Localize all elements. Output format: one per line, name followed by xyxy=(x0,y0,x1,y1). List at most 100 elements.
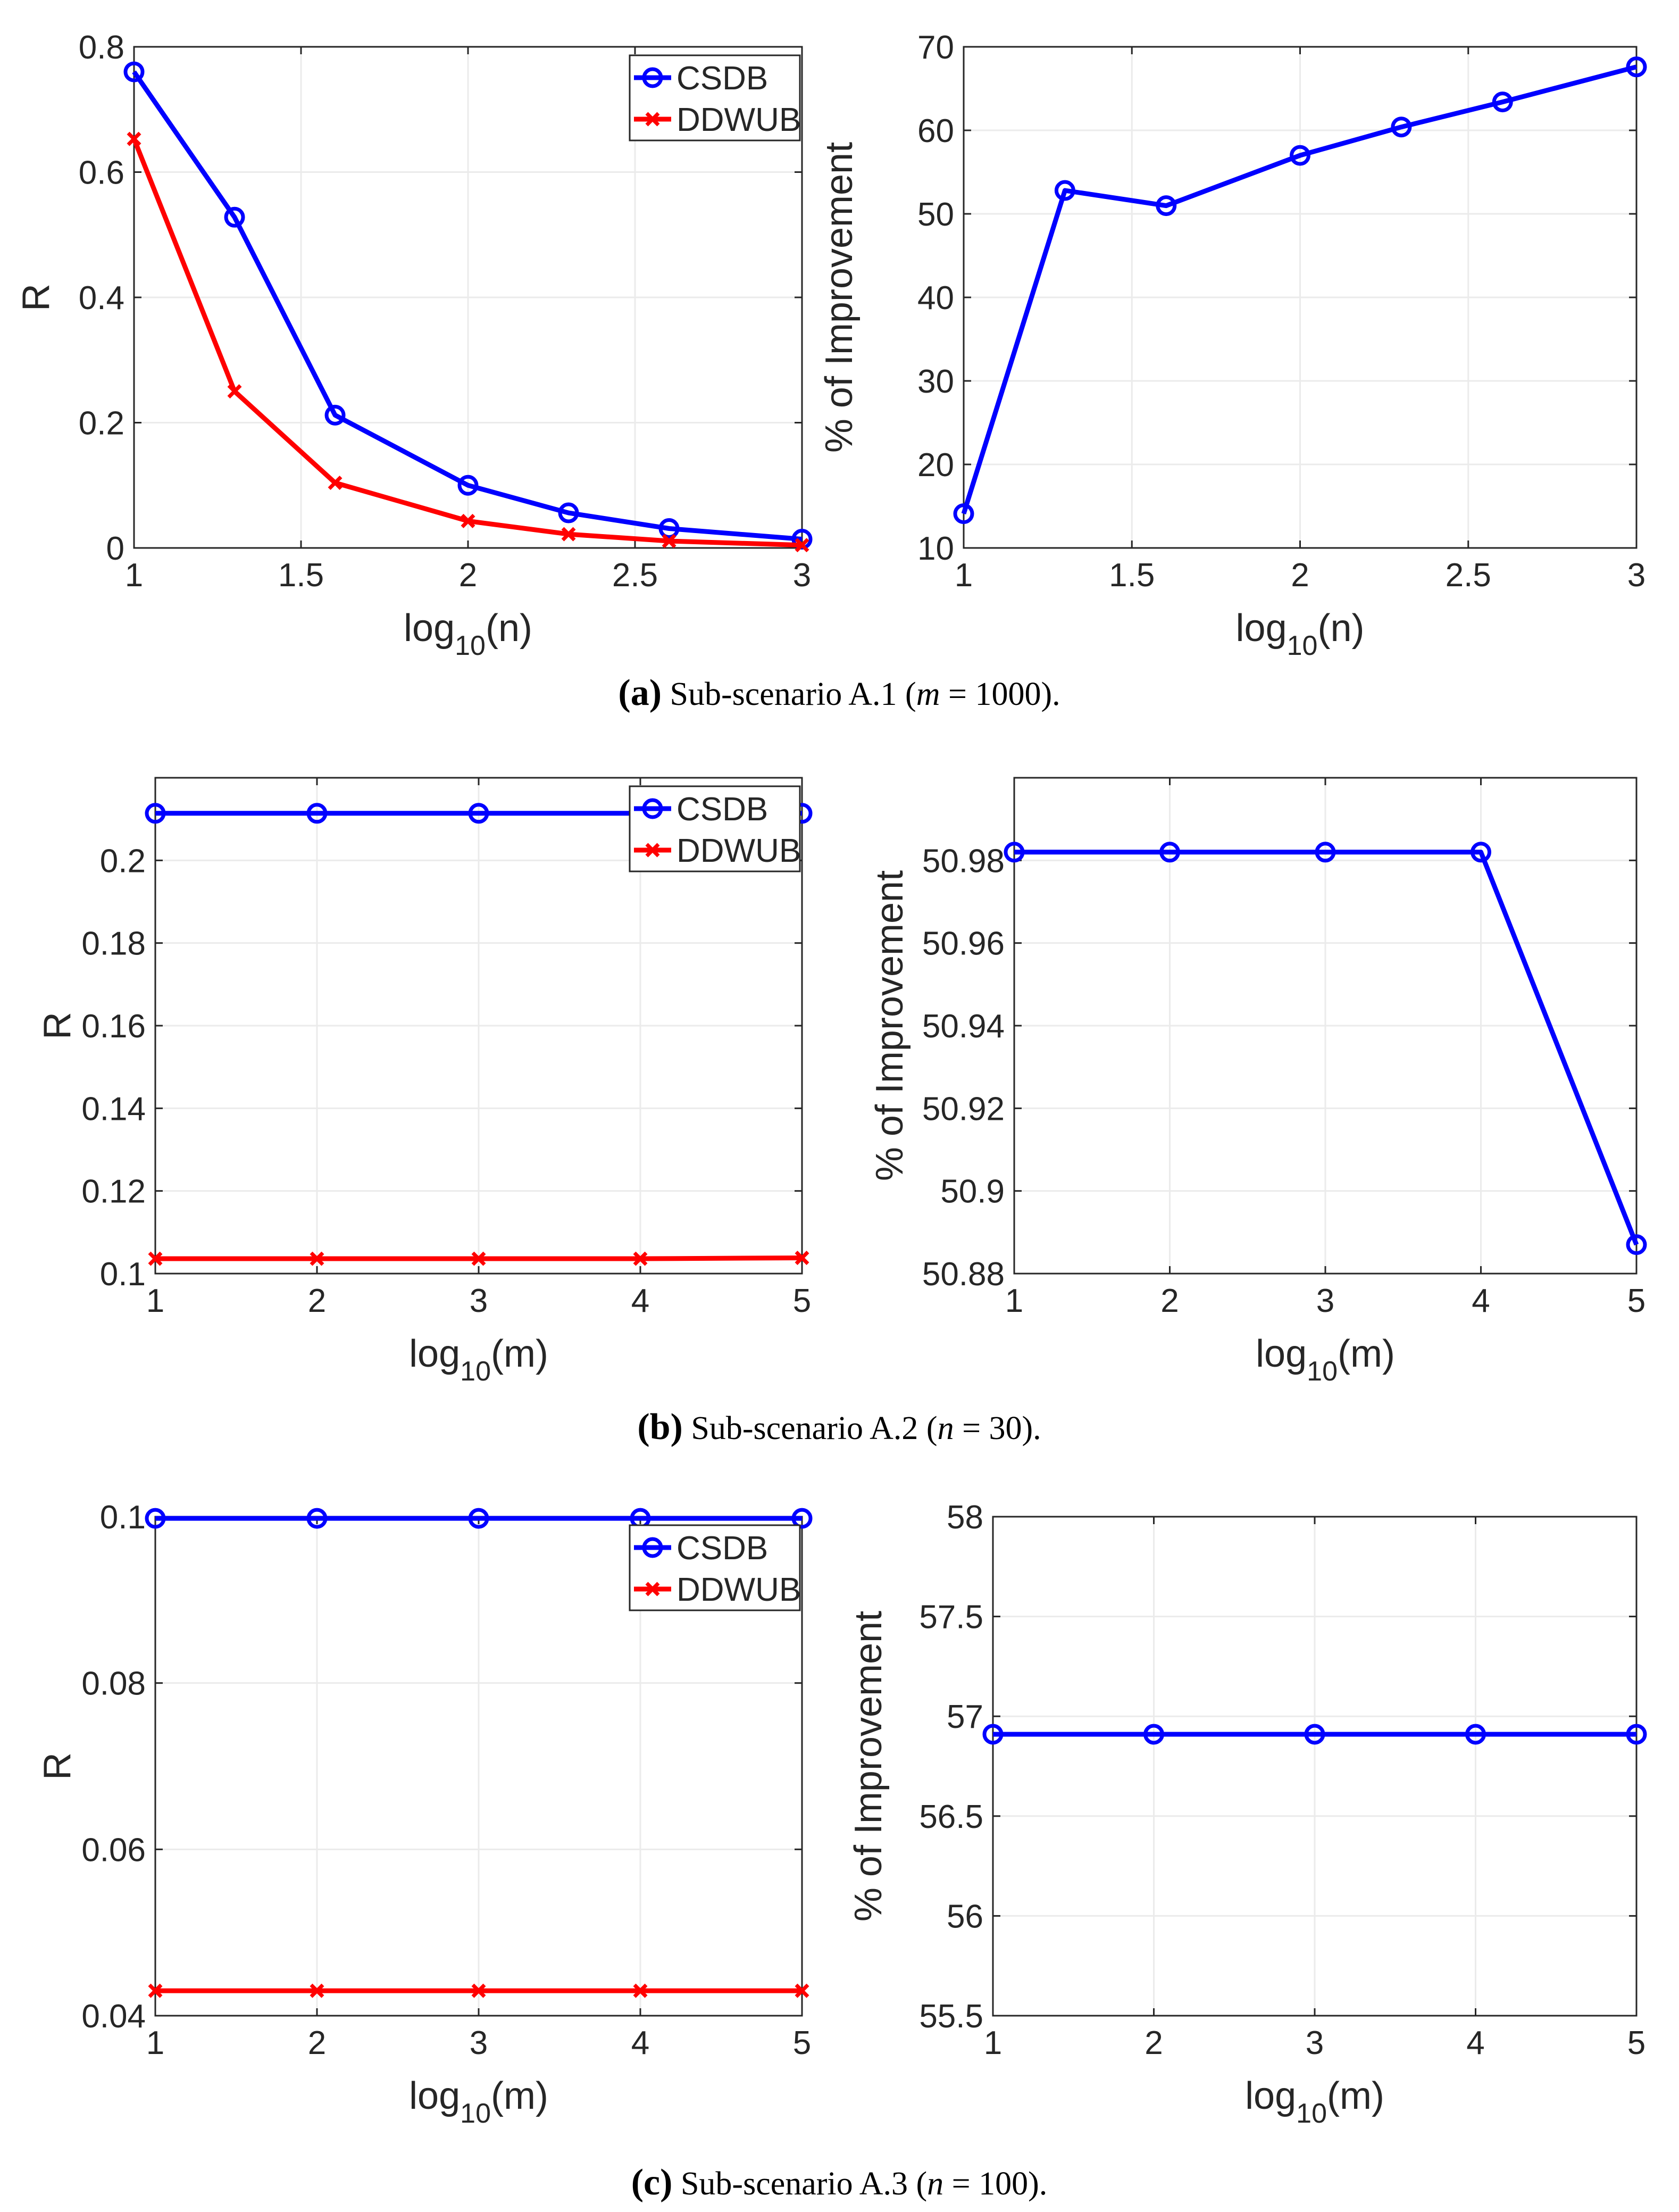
data-point-x xyxy=(633,1251,648,1266)
x-tick-label: 4 xyxy=(1472,1283,1490,1319)
y-tick-label: 0.16 xyxy=(81,1008,146,1045)
data-point-circle xyxy=(1054,180,1075,201)
data-point-circle xyxy=(558,502,579,523)
x-tick-label: 2 xyxy=(1160,1283,1179,1319)
data-point-circle xyxy=(123,61,145,82)
x-tick-label: 3 xyxy=(1306,2025,1324,2061)
y-tick-label: 0.2 xyxy=(79,405,124,442)
data-point-circle xyxy=(306,1508,328,1529)
y-axis-label: R xyxy=(15,284,57,311)
chart-b-left: 1 2 3 4 5 0.1 0.12 0.14 0.16 0.18 0.2 log10(m) R CSDB… xyxy=(36,777,813,1387)
data-point-x xyxy=(561,527,576,542)
y-tick-label: 0.14 xyxy=(81,1091,146,1127)
y-axis-label: % of Improvement xyxy=(868,870,911,1181)
data-point-circle xyxy=(145,803,166,824)
y-axis-label: % of Improvement xyxy=(818,142,861,453)
x-axis-label-subscript: 10 xyxy=(1307,1356,1338,1387)
legend-label-ddwub: DDWUB xyxy=(676,833,801,869)
y-axis-label: % of Improvement xyxy=(847,1611,890,1922)
data-point-circle xyxy=(1471,842,1491,863)
y-tick-label: 56 xyxy=(947,1898,983,1935)
data-point-circle xyxy=(1290,145,1310,166)
caption-b: (b) Sub-scenario A.2 (n = 30). xyxy=(637,1407,1041,1448)
y-tick-label: 0.1 xyxy=(100,1256,146,1293)
data-point-circle xyxy=(468,1508,489,1529)
legend-label-csdb: CSDB xyxy=(676,60,768,97)
data-point-circle xyxy=(324,404,346,426)
data-point-circle xyxy=(1304,1724,1325,1745)
caption-variable: m xyxy=(916,676,940,712)
x-tick-label: 2.5 xyxy=(612,557,658,594)
x-tick-label: 2 xyxy=(1291,557,1309,594)
data-point-circle xyxy=(1626,56,1647,78)
caption-letter: (a) xyxy=(618,672,662,713)
y-tick-label: 20 xyxy=(917,447,954,484)
x-axis-label: log10(m) xyxy=(1256,1333,1395,1387)
data-point-x xyxy=(795,1983,809,1998)
legend-marker-circle xyxy=(642,1537,663,1558)
x-tick-label: 5 xyxy=(1627,2025,1645,2061)
y-tick-label: 0.06 xyxy=(81,1832,146,1868)
y-tick-label: 57.5 xyxy=(919,1599,983,1636)
series-line-csdb xyxy=(132,70,803,542)
legend-label-csdb: CSDB xyxy=(676,1530,768,1567)
chart-c-right: 1 2 3 4 5 55.5 56 56.5 57 57.5 58 log10(m) % of Impr… xyxy=(847,1499,1647,2129)
data-point-circle xyxy=(1004,842,1025,863)
series-line--of-improvement xyxy=(961,64,1638,514)
data-point-circle xyxy=(468,803,489,824)
x-tick-label: 1 xyxy=(1005,1283,1023,1319)
x-axis-label-base: log xyxy=(1245,2075,1296,2117)
y-tick-label: 50.96 xyxy=(922,926,1005,962)
x-axis-label: log10(m) xyxy=(409,1333,548,1387)
x-axis-label-base: log xyxy=(409,1333,460,1375)
x-axis-label-arg: (m) xyxy=(491,2075,548,2117)
data-point-circle xyxy=(1391,117,1412,138)
data-point-circle xyxy=(953,503,974,525)
x-axis-label-base: log xyxy=(1256,1333,1307,1375)
caption-letter: (b) xyxy=(637,1407,683,1448)
y-tick-label: 0.18 xyxy=(81,926,146,962)
x-tick-label: 3 xyxy=(470,1283,488,1319)
x-axis-label: log10(m) xyxy=(1245,2075,1384,2129)
x-tick-label: 4 xyxy=(631,2025,649,2061)
data-point-circle xyxy=(1156,195,1177,217)
data-point-x xyxy=(795,1251,809,1265)
x-axis-label-subscript: 10 xyxy=(1287,630,1318,661)
x-axis-label: log10(m) xyxy=(409,2075,548,2129)
x-axis-label: log10(n) xyxy=(404,607,532,661)
x-tick-label: 1.5 xyxy=(278,557,324,594)
y-tick-label: 50.94 xyxy=(922,1008,1005,1045)
y-axis-label: R xyxy=(36,1012,79,1040)
x-axis-label-subscript: 10 xyxy=(460,2098,491,2129)
data-point-circle xyxy=(306,803,328,824)
legend-marker-circle xyxy=(642,67,663,88)
data-point-circle xyxy=(457,475,479,496)
x-axis-label-arg: (n) xyxy=(486,607,532,650)
data-point-x xyxy=(127,131,141,146)
data-point-circle xyxy=(1492,92,1513,113)
data-point-circle xyxy=(1159,842,1180,863)
caption-variable: n xyxy=(938,1410,954,1446)
legend-marker-circle xyxy=(642,798,663,819)
x-tick-label: 3 xyxy=(793,557,811,594)
x-axis-label-base: log xyxy=(1236,607,1287,650)
caption-rest: = 1000). xyxy=(940,676,1060,712)
y-tick-label: 40 xyxy=(917,280,954,317)
x-axis-label-base: log xyxy=(404,607,455,650)
y-tick-label: 57 xyxy=(947,1699,983,1735)
x-tick-label: 3 xyxy=(1627,557,1645,594)
y-tick-label: 50 xyxy=(917,196,954,233)
y-tick-label: 0.8 xyxy=(79,29,124,66)
chart-b-right: 1 2 3 4 5 50.88 50.9 50.92 50.94 50.96 50.98 log10(… xyxy=(868,777,1647,1387)
x-tick-label: 1 xyxy=(146,2025,164,2061)
data-point-circle xyxy=(1465,1724,1486,1745)
x-tick-label: 1 xyxy=(984,2025,1002,2061)
x-tick-label: 5 xyxy=(1627,1283,1645,1319)
data-point-x xyxy=(461,513,475,528)
x-tick-label: 2.5 xyxy=(1446,557,1491,594)
y-tick-label: 0.12 xyxy=(81,1174,146,1210)
x-tick-label: 1 xyxy=(125,557,143,594)
